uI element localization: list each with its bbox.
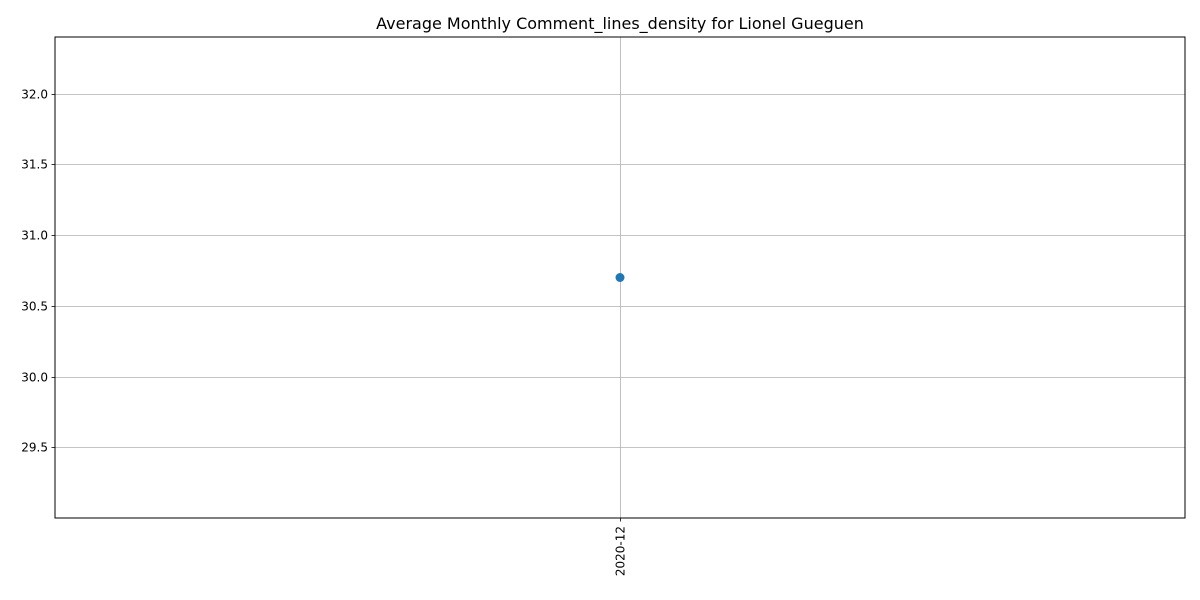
y-tick-label: 29.5 — [21, 441, 48, 455]
y-tick-label: 30.0 — [21, 371, 48, 385]
x-axis: 2020-12 — [614, 518, 628, 576]
plot-frame — [54, 36, 1186, 519]
chart-title: Average Monthly Comment_lines_density fo… — [376, 14, 864, 34]
y-tick-label: 31.0 — [21, 229, 48, 243]
y-tick-label: 32.0 — [21, 88, 48, 102]
grid — [55, 37, 1185, 518]
x-tick-label: 2020-12 — [614, 526, 628, 576]
data-point — [615, 273, 625, 282]
y-tick-label: 31.5 — [21, 158, 48, 172]
y-tick-label: 30.5 — [21, 300, 48, 314]
y-axis: 29.5 30.0 30.5 31.0 31.5 32.0 — [21, 88, 55, 455]
series — [615, 273, 625, 282]
